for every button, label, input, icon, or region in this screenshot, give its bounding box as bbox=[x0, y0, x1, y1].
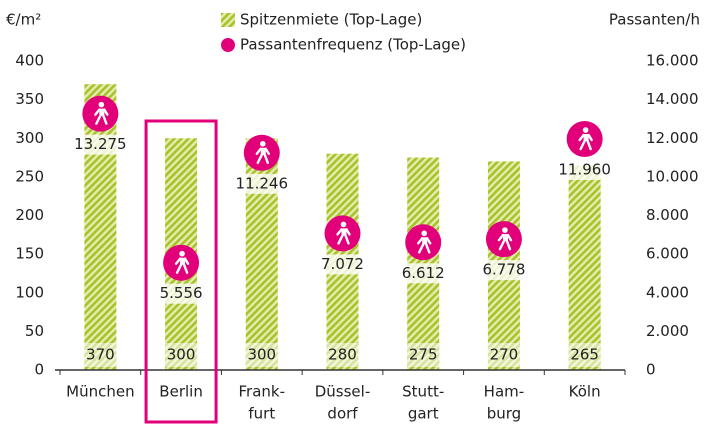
y2-tick-label: 6.000 bbox=[646, 245, 689, 263]
icon-limbs bbox=[336, 228, 351, 245]
label-bg bbox=[568, 343, 601, 367]
x-tick-label: München bbox=[66, 383, 134, 401]
legend-label: Spitzenmiete (Top-Lage) bbox=[240, 11, 422, 29]
icon-head bbox=[98, 101, 105, 108]
y-tick-label: 50 bbox=[25, 322, 44, 340]
y2-tick-label: 10.000 bbox=[646, 167, 699, 185]
icon-body bbox=[583, 134, 589, 142]
legend-swatch bbox=[221, 13, 235, 27]
icon-body bbox=[422, 237, 428, 245]
pedestrian-icon bbox=[94, 101, 109, 125]
label-bg bbox=[557, 160, 612, 181]
x-tick-label: burg bbox=[487, 405, 521, 423]
label-bg bbox=[315, 254, 370, 275]
x-tick-label: Ham- bbox=[484, 383, 525, 401]
y-tick-label: 300 bbox=[15, 129, 44, 147]
y2-unit: Passanten/h bbox=[609, 11, 700, 29]
y-tick-label: 150 bbox=[15, 245, 44, 263]
pedestrian-icon bbox=[336, 221, 351, 245]
x-tick-label: furt bbox=[248, 405, 275, 423]
bar-value-label: 300 bbox=[247, 346, 276, 364]
icon-head bbox=[179, 250, 185, 257]
icon-body bbox=[99, 108, 105, 116]
bar bbox=[568, 165, 601, 370]
y-tick-label: 350 bbox=[15, 90, 44, 108]
icon-head bbox=[421, 230, 428, 237]
marker-value-label: 7.072 bbox=[321, 255, 364, 273]
y-unit: €/m² bbox=[6, 11, 41, 29]
pedestrian-icon bbox=[578, 127, 593, 151]
icon-head bbox=[582, 127, 589, 133]
legend-label: Passantenfrequenz (Top-Lage) bbox=[240, 36, 466, 54]
icon-limbs bbox=[497, 233, 513, 251]
label-bg bbox=[84, 343, 117, 367]
bar-value-label: 275 bbox=[409, 346, 438, 364]
x-tick-label: Stutt- bbox=[402, 383, 444, 401]
x-tick-label: Berlin bbox=[159, 383, 203, 401]
icon-limbs bbox=[94, 108, 109, 125]
label-bg bbox=[245, 343, 278, 367]
y-tick-label: 250 bbox=[15, 167, 44, 185]
icon-body bbox=[260, 147, 266, 155]
bar-value-label: 370 bbox=[86, 346, 115, 364]
bar bbox=[84, 84, 117, 371]
icon-head bbox=[502, 227, 508, 233]
y2-tick-label: 0 bbox=[646, 361, 656, 379]
y-tick-label: 100 bbox=[15, 283, 44, 301]
label-bg bbox=[396, 263, 451, 284]
x-tick-label: Köln bbox=[569, 383, 601, 401]
pedestrian-icon bbox=[174, 250, 190, 274]
y2-tick-label: 4.000 bbox=[646, 283, 689, 301]
highlight-box bbox=[144, 119, 218, 424]
label-bg bbox=[476, 260, 531, 281]
icon-head bbox=[340, 221, 347, 228]
marker-value-label: 11.960 bbox=[558, 161, 611, 179]
x-tick-label: Frank- bbox=[239, 383, 286, 401]
marker-value-label: 11.246 bbox=[236, 174, 289, 192]
y-tick-label: 200 bbox=[15, 206, 44, 224]
icon-body bbox=[502, 234, 508, 242]
icon-head bbox=[259, 141, 266, 147]
icon-limbs bbox=[578, 133, 593, 151]
icon-limbs bbox=[417, 237, 432, 254]
label-bg bbox=[73, 134, 128, 155]
marker-value-label: 6.612 bbox=[402, 264, 445, 282]
x-tick-label: dorf bbox=[327, 405, 358, 423]
label-bg bbox=[234, 173, 289, 194]
marker-value-label: 5.556 bbox=[160, 284, 203, 302]
y2-tick-label: 2.000 bbox=[646, 322, 689, 340]
y2-tick-label: 8.000 bbox=[646, 206, 689, 224]
pedestrian-icon bbox=[417, 230, 432, 254]
label-bg bbox=[326, 343, 359, 367]
label-bg bbox=[154, 283, 209, 304]
icon-body bbox=[180, 257, 186, 265]
bar-value-label: 280 bbox=[328, 346, 357, 364]
y2-tick-label: 12.000 bbox=[646, 129, 699, 147]
pedestrian-icon bbox=[497, 227, 513, 251]
label-bg bbox=[487, 343, 520, 367]
icon-body bbox=[341, 228, 347, 236]
bar-value-label: 270 bbox=[490, 346, 519, 364]
icon-limbs bbox=[174, 257, 190, 274]
label-bg bbox=[407, 343, 440, 367]
marker-value-label: 13.275 bbox=[74, 135, 127, 153]
bar-value-label: 300 bbox=[167, 346, 196, 364]
label-bg bbox=[165, 343, 198, 367]
icon-limbs bbox=[255, 147, 270, 165]
y-tick-label: 0 bbox=[34, 361, 44, 379]
x-tick-label: gart bbox=[408, 405, 439, 423]
legend-swatch bbox=[221, 38, 235, 52]
y2-tick-label: 16.000 bbox=[646, 52, 699, 70]
bar bbox=[245, 138, 278, 370]
x-tick-label: Düssel- bbox=[315, 383, 371, 401]
marker-value-label: 6.778 bbox=[482, 261, 525, 279]
pedestrian-icon bbox=[255, 141, 270, 165]
y2-tick-label: 14.000 bbox=[646, 90, 699, 108]
bar-value-label: 265 bbox=[570, 346, 599, 364]
y-tick-label: 400 bbox=[15, 52, 44, 70]
